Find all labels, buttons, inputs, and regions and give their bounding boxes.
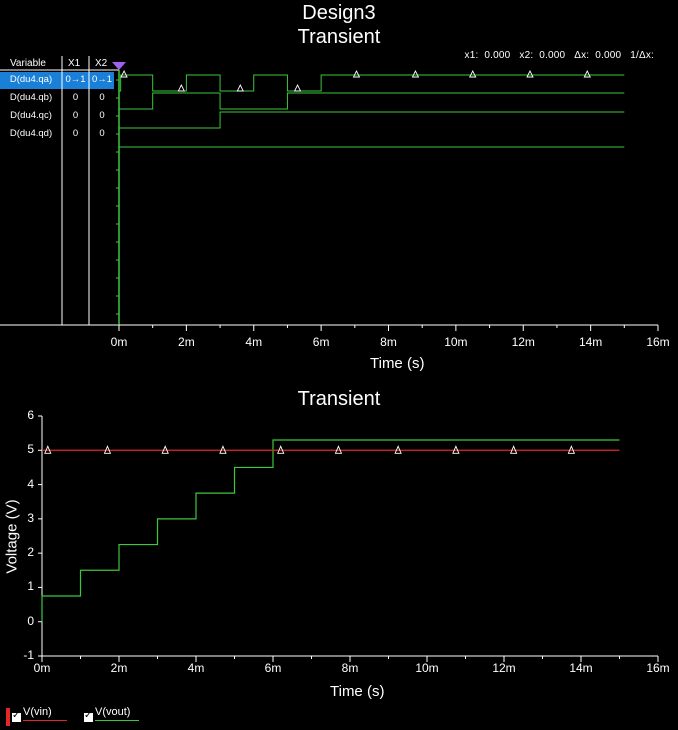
variable-name: D(du4.qa) [9,74,53,85]
x1-value: 0 [72,110,79,121]
digital-plot [0,56,659,331]
x2-value: 0 [99,110,105,121]
vin-marker [277,445,285,454]
vin-marker [44,445,52,454]
trace-marker [352,69,361,78]
chart-title: Transient [297,388,381,410]
x-axis-title: Time (s) [330,683,385,700]
x-tick-label: 12m [492,661,516,675]
trace-qc [119,111,625,129]
selected-row-highlight [0,72,114,89]
trace-marker [177,83,186,92]
x-tick-label: 8m [341,661,359,675]
x1-value: 0 [72,92,79,103]
y-axis-title: Voltage (V) [3,499,21,574]
variable-header: Variable [10,58,46,69]
x2-value: 0 [99,128,105,139]
x1-value: 0→1 [65,74,86,85]
y-tick-label: -1 [23,648,34,662]
legend-vin-swatch [23,720,67,721]
y-tick-label: 2 [27,545,34,560]
legend-vin: V(vin) [23,706,52,718]
vin-marker [509,445,518,454]
y-tick-label: 3 [27,510,34,525]
variable-name: D(du4.qb) [9,92,53,103]
x2-header: X2 [95,58,108,69]
x-tick-label: 6m [264,661,282,675]
y-tick-label: 6 [27,408,34,422]
trace-marker [583,69,591,78]
trace-qa [119,74,625,92]
digital-plot-title: Transient [297,26,381,48]
vin-marker [452,445,460,454]
y-tick-label: 5 [27,442,34,457]
window-title: Design3 [302,2,376,24]
digital-x-tick-label: 4m [245,335,263,349]
digital-x-tick-label: 2m [178,335,195,349]
y-tick-label: 4 [27,476,34,491]
cursor-marker[interactable] [112,62,126,70]
variable-name: D(du4.qd) [9,128,53,139]
digital-x-tick-label: 6m [312,335,330,349]
vin-marker [567,445,576,454]
vin-marker [103,445,112,454]
digital-x-tick-label: 10m [444,335,468,349]
digital-x-tick-label: 0m [110,335,128,349]
trace-marker [468,69,477,78]
trace-marker [411,69,420,78]
x-tick-label: 2m [110,661,128,675]
vin-checkbox[interactable] [12,710,21,722]
x-tick-label: 0m [33,661,51,675]
digital-x-tick-label: 12m [511,335,535,349]
legend-vout-swatch [95,720,139,721]
trace-qb [119,92,625,110]
x1-header: X1 [68,58,81,69]
variable-name: D(du4.qc) [10,110,52,121]
vout-checkbox[interactable] [84,710,93,722]
active-trace-marker [6,708,10,726]
legend: V(vin) V(vout) [6,706,206,730]
x-tick-label: 16m [646,661,670,675]
vin-marker [334,445,343,454]
digital-x-axis-title: Time (s) [370,355,425,372]
trace-marker [236,83,245,92]
trace-marker [293,83,302,92]
x2-value: 0 [99,92,105,103]
trace-marker [526,69,534,78]
series-vout [41,439,620,622]
cursor-readout: x1: 0.000 x2: 0.000 Δx: 0.000 1/Δx: [464,50,654,61]
trace-marker [120,69,128,78]
x-tick-label: 14m [569,661,593,675]
legend-vout: V(vout) [95,706,131,718]
analog-plot [38,415,659,662]
y-tick-label: 1 [27,579,34,594]
x-tick-label: 10m [415,661,439,675]
digital-x-tick-label: 14m [578,335,603,349]
digital-x-tick-label: 16m [646,335,670,349]
vin-marker [161,445,169,454]
vin-marker [219,445,227,454]
vin-marker [394,445,402,454]
digital-x-tick-label: 8m [380,335,397,349]
x-tick-label: 4m [187,661,205,675]
y-tick-label: 0 [27,613,34,628]
x2-value: 0→1 [91,74,113,85]
x1-value: 0 [72,128,79,139]
